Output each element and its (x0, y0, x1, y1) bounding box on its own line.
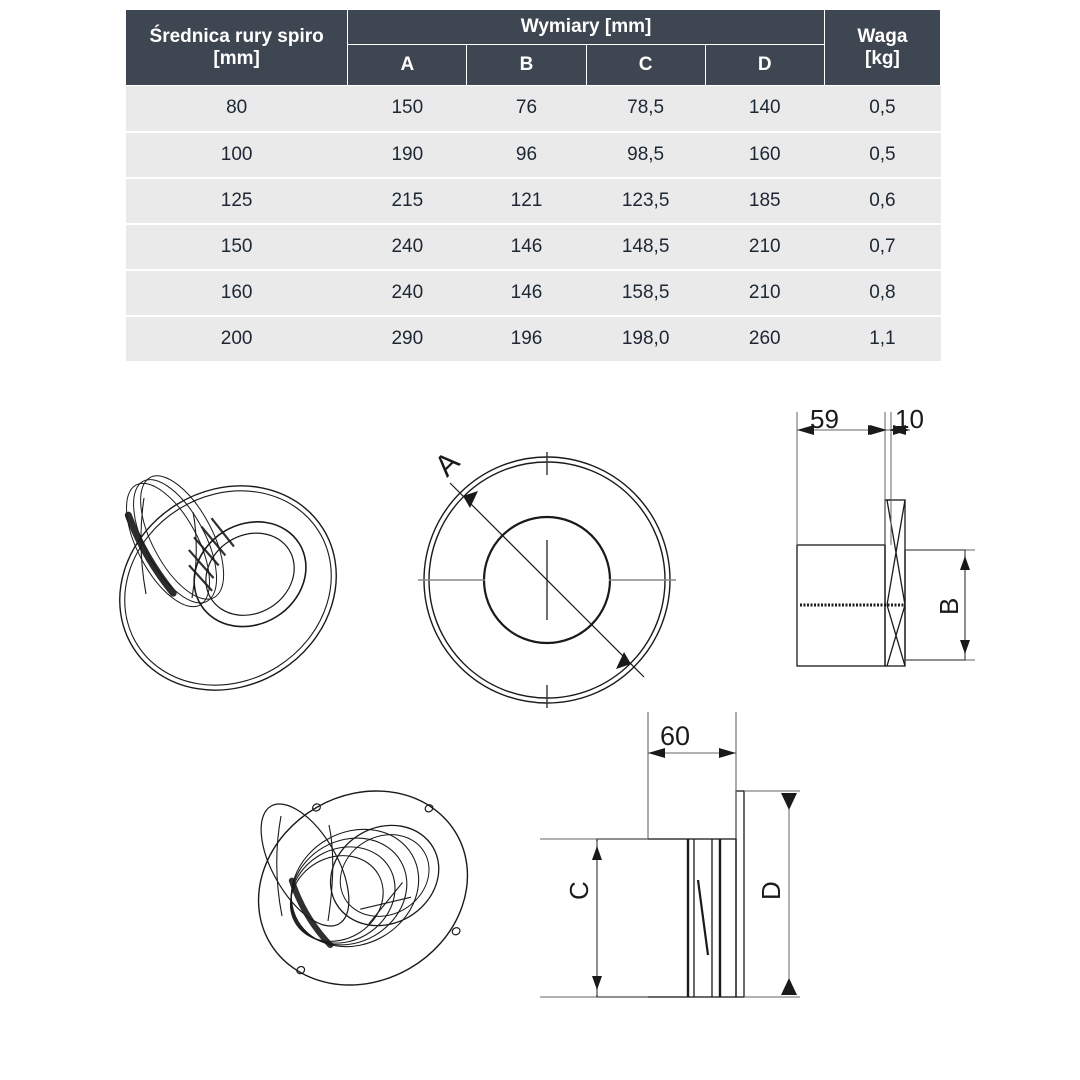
svg-text:B: B (934, 598, 964, 615)
svg-text:10: 10 (895, 404, 924, 434)
svg-text:59: 59 (810, 404, 839, 434)
svg-text:60: 60 (660, 721, 690, 751)
svg-text:D: D (756, 881, 786, 900)
svg-text:A: A (429, 445, 466, 482)
svg-text:C: C (564, 881, 594, 900)
